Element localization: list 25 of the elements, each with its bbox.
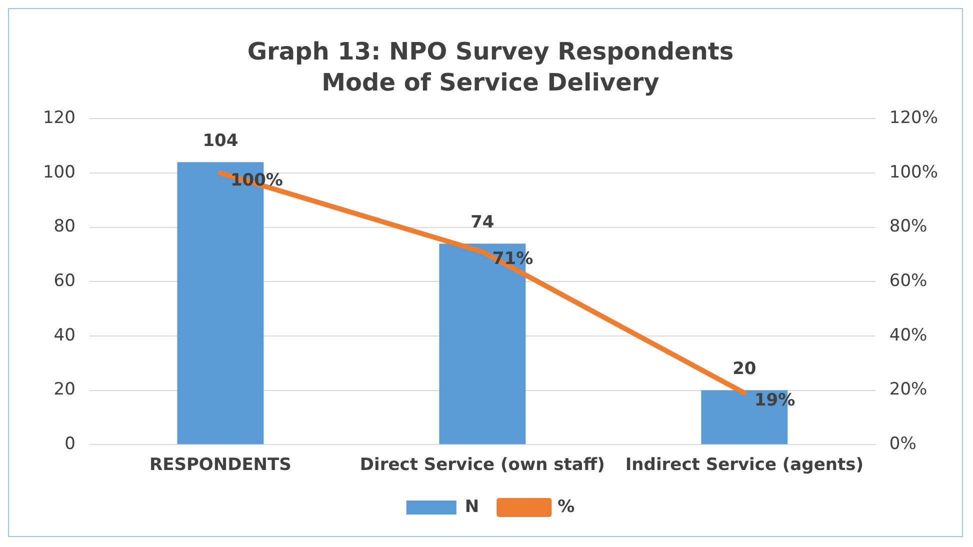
y2-tick-label: 100%: [889, 162, 938, 182]
y-tick-label: 0: [64, 434, 76, 454]
y2-tick-label: 120%: [889, 108, 938, 128]
data-label: 100%: [230, 170, 283, 190]
data-label: 20: [732, 359, 756, 380]
y-tick-label: 80: [54, 216, 76, 237]
y-tick-label: 120: [42, 108, 76, 128]
y2-tick-label: 80%: [889, 216, 928, 237]
x-tick-label: Indirect Service (agents): [625, 455, 864, 476]
y-tick-label: 60: [54, 271, 76, 292]
y2-tick-label: 0%: [889, 434, 916, 454]
y-tick-label: 100: [42, 162, 76, 182]
y2-tick-label: 20%: [889, 380, 928, 400]
y-tick-label: 20: [54, 380, 76, 400]
data-label: 74: [470, 212, 494, 232]
x-tick-label: Direct Service (own staff): [360, 455, 605, 476]
legend-label: N: [464, 496, 480, 517]
chart-subtitle: Mode of Service Delivery: [322, 68, 660, 96]
chart-title: Graph 13: NPO Survey Respondents: [247, 38, 734, 66]
y2-tick-label: 60%: [889, 271, 928, 292]
data-label: 104: [202, 130, 238, 151]
legend-label: %: [558, 496, 575, 517]
y-tick-label: 40: [54, 325, 76, 346]
y2-tick-label: 40%: [889, 325, 928, 346]
x-tick-label: RESPONDENTS: [149, 455, 292, 476]
